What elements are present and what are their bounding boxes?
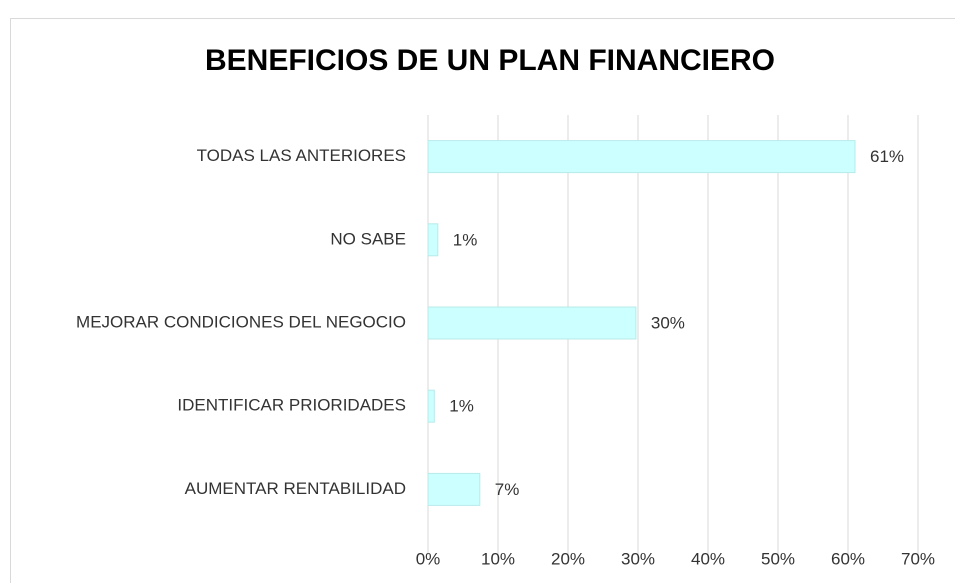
x-tick-label: 50% [761,549,795,568]
value-label: 7% [495,480,520,499]
x-tick-label: 40% [691,549,725,568]
bar [427,140,856,174]
y-tick-label: TODAS LAS ANTERIORES [197,146,406,165]
y-tick-label: AUMENTAR RENTABILIDAD [185,479,406,498]
x-tick-label: 30% [621,549,655,568]
value-label: 61% [870,147,904,166]
chart-border [10,18,955,583]
value-label: 1% [453,230,478,249]
bar [427,389,435,423]
value-label: 30% [651,313,685,332]
bar [427,306,637,340]
x-tick-label: 10% [481,549,515,568]
chart-title: BENEFICIOS DE UN PLAN FINANCIERO [205,44,775,77]
y-tick-label: NO SABE [330,229,406,248]
bar [427,223,439,257]
y-tick-label: MEJORAR CONDICIONES DEL NEGOCIO [76,312,406,331]
x-tick-label: 60% [831,549,865,568]
value-label: 1% [449,397,474,416]
x-tick-label: 0% [416,549,441,568]
x-tick-label: 20% [551,549,585,568]
y-tick-label: IDENTIFICAR PRIORIDADES [177,396,406,415]
bar [427,472,481,506]
x-tick-label: 70% [901,549,935,568]
